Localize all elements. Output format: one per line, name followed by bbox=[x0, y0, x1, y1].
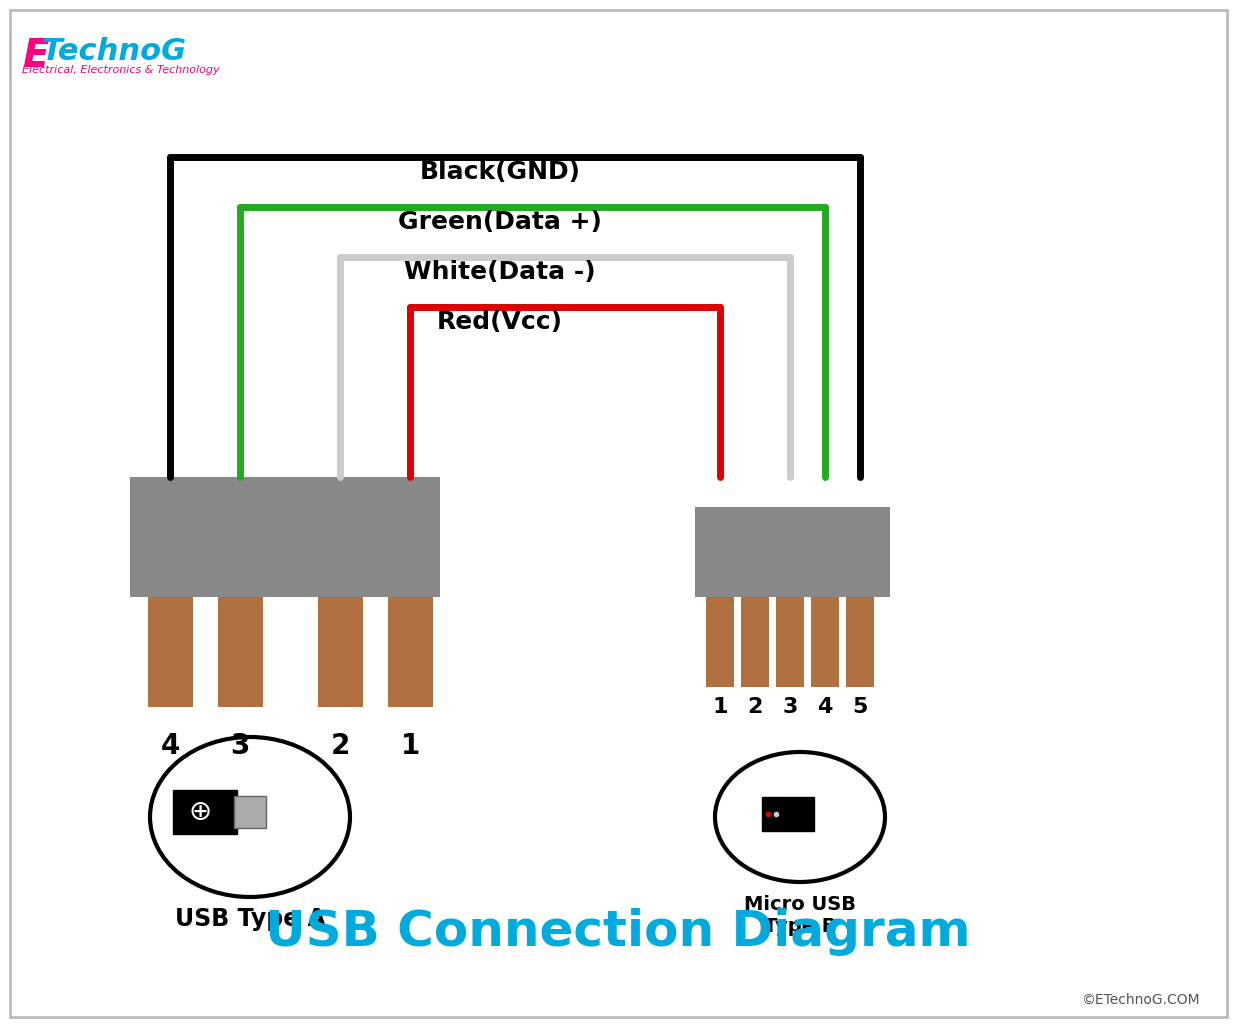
Ellipse shape bbox=[715, 752, 884, 882]
Text: Black(GND): Black(GND) bbox=[419, 160, 580, 184]
Text: ©ETechnoG.COM: ©ETechnoG.COM bbox=[1081, 993, 1200, 1007]
Text: White(Data -): White(Data -) bbox=[404, 260, 596, 284]
Text: 1: 1 bbox=[401, 732, 419, 760]
FancyBboxPatch shape bbox=[218, 597, 263, 707]
Ellipse shape bbox=[150, 737, 350, 897]
Text: Micro USB
Type B: Micro USB Type B bbox=[743, 895, 856, 936]
FancyBboxPatch shape bbox=[234, 796, 266, 828]
Text: 4: 4 bbox=[818, 697, 833, 717]
FancyBboxPatch shape bbox=[695, 507, 889, 597]
Text: 2: 2 bbox=[747, 697, 763, 717]
FancyBboxPatch shape bbox=[776, 597, 804, 687]
Text: 4: 4 bbox=[161, 732, 179, 760]
FancyBboxPatch shape bbox=[10, 10, 1227, 1017]
FancyBboxPatch shape bbox=[130, 477, 440, 597]
Text: 3: 3 bbox=[230, 732, 250, 760]
Text: 2: 2 bbox=[330, 732, 350, 760]
Text: 3: 3 bbox=[782, 697, 798, 717]
Text: ⊕: ⊕ bbox=[188, 798, 212, 826]
FancyBboxPatch shape bbox=[173, 790, 238, 834]
FancyBboxPatch shape bbox=[846, 597, 875, 687]
FancyBboxPatch shape bbox=[148, 597, 193, 707]
Text: USB Type A: USB Type A bbox=[174, 907, 325, 931]
FancyBboxPatch shape bbox=[706, 597, 734, 687]
FancyBboxPatch shape bbox=[318, 597, 362, 707]
FancyBboxPatch shape bbox=[388, 597, 433, 707]
Text: E: E bbox=[22, 37, 48, 75]
Text: Electrical, Electronics & Technology: Electrical, Electronics & Technology bbox=[22, 65, 220, 75]
Text: Green(Data +): Green(Data +) bbox=[398, 210, 602, 234]
FancyBboxPatch shape bbox=[811, 597, 839, 687]
Text: TechnoG: TechnoG bbox=[42, 37, 187, 66]
FancyBboxPatch shape bbox=[762, 797, 814, 831]
Text: Red(Vcc): Red(Vcc) bbox=[437, 310, 563, 334]
FancyBboxPatch shape bbox=[741, 597, 769, 687]
Text: USB Connection Diagram: USB Connection Diagram bbox=[265, 908, 971, 956]
Text: 5: 5 bbox=[852, 697, 867, 717]
Text: 1: 1 bbox=[713, 697, 727, 717]
